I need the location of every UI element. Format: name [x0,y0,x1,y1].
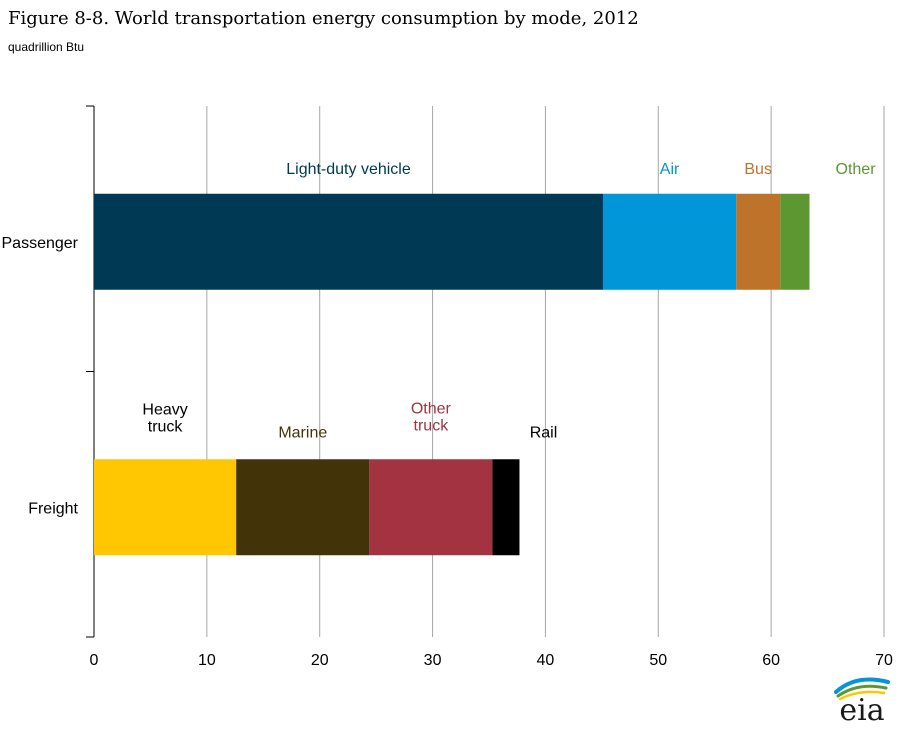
bar-segment [369,459,493,556]
x-tick-label: 70 [875,652,893,669]
bar-segment [736,193,781,290]
category-label: Passenger [2,235,79,252]
bar-segment [94,459,237,556]
bar-segment [492,459,520,556]
segment-label: Marine [278,424,327,441]
x-tick-label: 10 [198,652,216,669]
category-label: Freight [28,500,78,517]
segment-label: Other truck [411,400,452,434]
segment-label: Heavy truck [142,401,187,435]
chart-subtitle: quadrillion Btu [8,40,85,54]
x-tick-label: 40 [537,652,555,669]
bar-segment [780,193,810,290]
x-tick-label: 30 [424,652,442,669]
x-tick-label: 20 [311,652,329,669]
bar-segment [236,459,370,556]
segment-label: Rail [530,424,558,441]
segment-label: Air [660,161,680,178]
segment-label: Light-duty vehicle [286,161,411,178]
segment-label: Bus [744,161,772,178]
bar-segment [94,193,603,290]
x-tick-label: 50 [649,652,667,669]
x-tick-label: 0 [90,652,99,669]
eia-logo-text: eia [839,693,884,724]
segment-label: Other [836,161,877,178]
bar-segment [602,193,737,290]
x-tick-label: 60 [762,652,780,669]
chart-title: Figure 8-8. World transportation energy … [8,8,639,29]
eia-logo: eia [834,677,890,724]
